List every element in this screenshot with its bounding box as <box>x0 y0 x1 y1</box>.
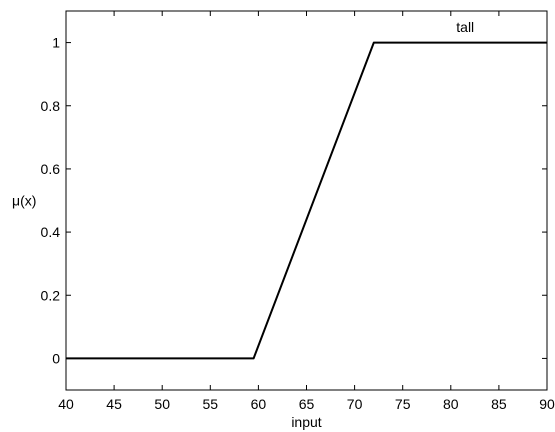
x-tick-label: 55 <box>203 396 219 412</box>
y-tick-label: 0.2 <box>41 287 61 303</box>
x-tick-label: 85 <box>491 396 507 412</box>
x-tick-label: 75 <box>395 396 411 412</box>
series-line-tall <box>66 41 547 360</box>
labels-layer: input μ(x) <box>12 193 322 431</box>
x-tick-label: 65 <box>299 396 315 412</box>
series-layer <box>66 41 547 360</box>
ticks-layer: 40 45 50 55 60 65 70 75 80 85 90 0 0.2 0.4 0.6 0.8 1 <box>41 11 555 412</box>
series-annotation-label: tall <box>456 19 474 35</box>
x-tick-label: 80 <box>443 396 459 412</box>
y-axis-label: μ(x) <box>12 193 36 209</box>
x-tick-label: 45 <box>106 396 122 412</box>
x-tick-label: 50 <box>154 396 170 412</box>
y-tick-label: 0.4 <box>41 224 61 240</box>
x-axis-label: input <box>291 414 321 430</box>
y-tick-label: 1 <box>52 35 60 51</box>
y-tick-label: 0 <box>52 350 60 366</box>
axes-box <box>65 10 548 391</box>
x-tick-label: 70 <box>347 396 363 412</box>
x-tick-label: 90 <box>539 396 555 412</box>
y-tick-label: 0.6 <box>41 161 61 177</box>
y-tick-label: 0.8 <box>41 98 61 114</box>
x-tick-label: 60 <box>251 396 267 412</box>
annotation-layer: tall <box>456 19 474 35</box>
x-tick-label: 40 <box>58 396 74 412</box>
